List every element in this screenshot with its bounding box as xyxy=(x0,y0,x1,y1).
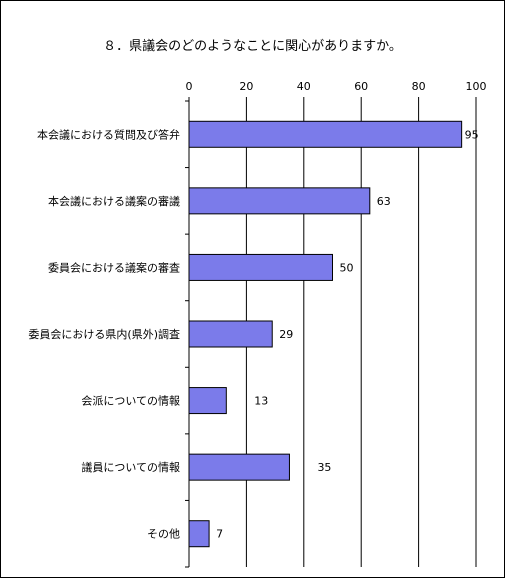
category-label: 議員についての情報 xyxy=(81,460,180,474)
x-tick-label: 60 xyxy=(354,80,368,93)
category-label: 委員会における議案の審査 xyxy=(48,260,180,274)
bar xyxy=(188,320,273,348)
bar xyxy=(188,520,210,548)
bar xyxy=(188,120,463,148)
data-label: 95 xyxy=(465,128,479,141)
x-tick-label: 100 xyxy=(466,80,487,93)
data-label: 63 xyxy=(377,195,391,208)
data-label: 13 xyxy=(254,395,268,408)
data-label: 7 xyxy=(216,528,223,541)
x-tick-label: 80 xyxy=(412,80,426,93)
category-label: 本会議における議案の審議 xyxy=(48,194,180,208)
chart-title: ８．県議会のどのようなことに関心がありますか。 xyxy=(103,39,402,54)
x-tick-label: 40 xyxy=(297,80,311,93)
bar xyxy=(188,253,333,281)
bar xyxy=(188,453,290,481)
x-tick-label: 20 xyxy=(239,80,253,93)
data-label: 35 xyxy=(317,461,331,474)
category-label: 会派についての情報 xyxy=(81,395,180,408)
bar xyxy=(188,187,371,215)
x-tick-label: 0 xyxy=(186,80,193,93)
data-label: 50 xyxy=(340,261,354,274)
data-label: 29 xyxy=(279,328,293,341)
category-label: その他 xyxy=(147,528,180,541)
category-label: 委員会における県内(県外)調査 xyxy=(28,327,180,341)
bar xyxy=(188,387,227,415)
category-label: 本会議における質問及び答弁 xyxy=(37,127,180,141)
